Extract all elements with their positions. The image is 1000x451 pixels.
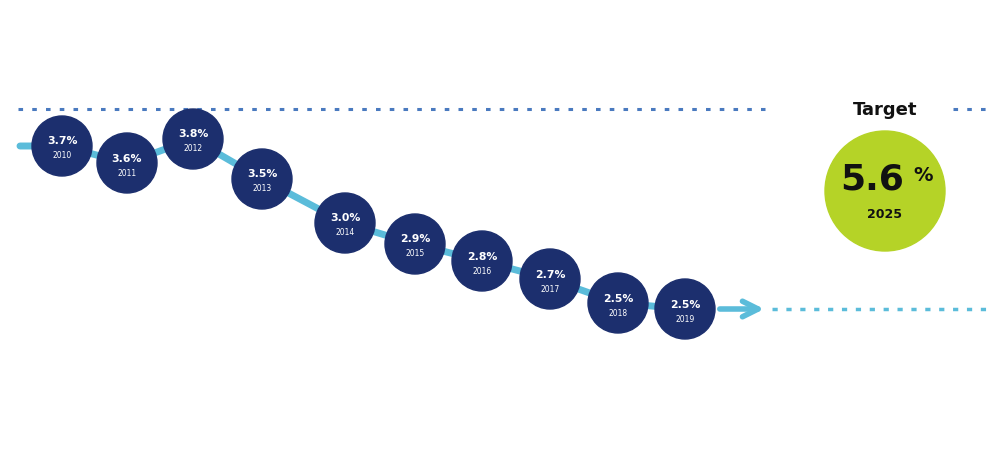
Text: 2017: 2017 — [540, 284, 560, 293]
Text: %: % — [913, 166, 933, 185]
Circle shape — [588, 273, 648, 333]
Text: 2014: 2014 — [335, 228, 355, 237]
Circle shape — [385, 215, 445, 274]
Circle shape — [163, 110, 223, 170]
Circle shape — [32, 117, 92, 177]
Circle shape — [520, 249, 580, 309]
Text: 2013: 2013 — [252, 184, 272, 193]
Text: 2010: 2010 — [52, 151, 72, 160]
Text: 2.5%: 2.5% — [670, 299, 700, 309]
Text: 3.5%: 3.5% — [247, 169, 277, 179]
Circle shape — [315, 193, 375, 253]
Text: 3.7%: 3.7% — [47, 136, 77, 146]
Circle shape — [97, 133, 157, 193]
Circle shape — [232, 150, 292, 210]
Text: 5.6: 5.6 — [840, 163, 904, 197]
Text: 2012: 2012 — [183, 144, 203, 153]
Text: 2025: 2025 — [868, 207, 902, 220]
Text: 3.6%: 3.6% — [112, 153, 142, 163]
Text: 2.9%: 2.9% — [400, 234, 430, 244]
Text: 2011: 2011 — [117, 168, 137, 177]
Circle shape — [655, 279, 715, 339]
Text: 2016: 2016 — [472, 266, 492, 275]
Circle shape — [452, 231, 512, 291]
Text: 2.5%: 2.5% — [603, 293, 633, 303]
Text: 2.7%: 2.7% — [535, 269, 565, 279]
Text: 3.8%: 3.8% — [178, 129, 208, 139]
Text: 2019: 2019 — [675, 314, 695, 323]
Text: 2018: 2018 — [608, 308, 628, 317]
Text: 3.0%: 3.0% — [330, 213, 360, 223]
Text: Target: Target — [853, 101, 917, 119]
Circle shape — [825, 132, 945, 252]
Text: 2015: 2015 — [405, 249, 425, 258]
Text: 2.8%: 2.8% — [467, 251, 497, 261]
